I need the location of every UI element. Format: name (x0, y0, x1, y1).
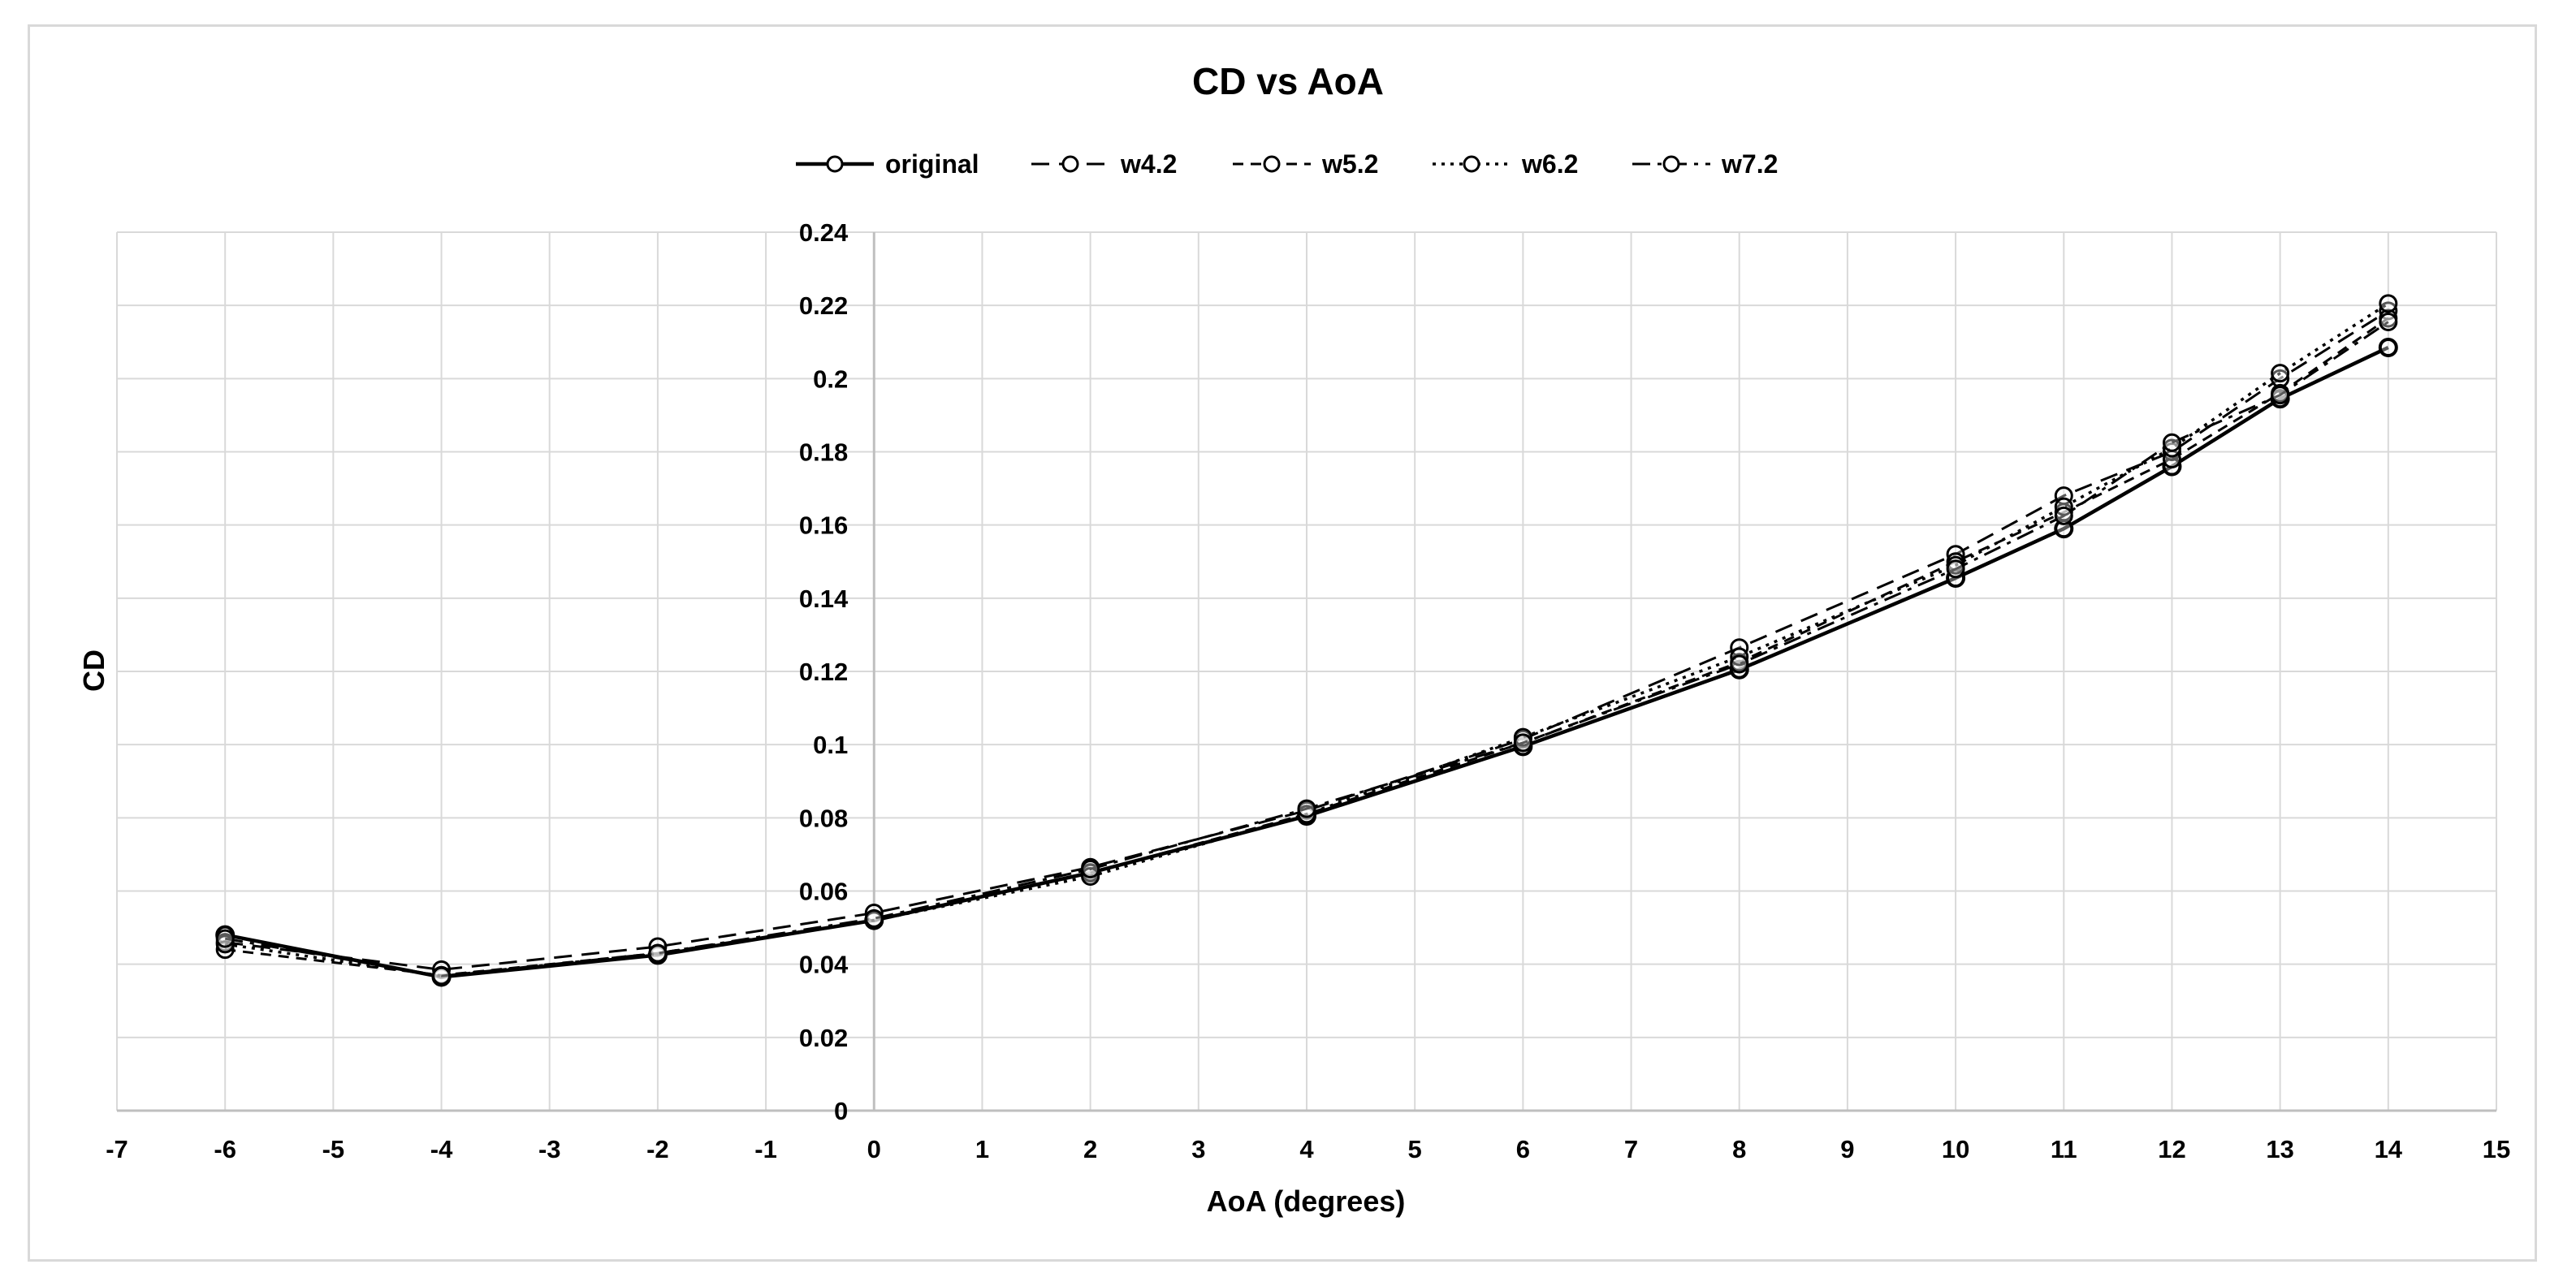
y-tick-label: 0 (834, 1097, 848, 1125)
x-tick-label: -5 (322, 1135, 345, 1163)
y-tick-label: 0.16 (799, 511, 848, 540)
gridlines (116, 231, 2497, 1111)
legend-marker (1061, 155, 1079, 173)
x-tick-label: 3 (1191, 1135, 1205, 1163)
axes (117, 232, 2496, 1112)
legend-marker (1263, 155, 1281, 173)
x-tick-label: -1 (754, 1135, 777, 1163)
series-w7.2 (215, 312, 2398, 986)
data-point (2379, 294, 2398, 313)
data-point (864, 908, 884, 928)
y-tick-label: 0.04 (799, 951, 849, 979)
x-tick-label: 11 (2051, 1135, 2077, 1163)
legend-label: w6.2 (1521, 149, 1578, 179)
series-line (224, 321, 2389, 977)
x-tick-label: 15 (2483, 1135, 2510, 1163)
data-point (1513, 733, 1532, 753)
x-tick-label: 2 (1083, 1135, 1097, 1163)
y-tick-label: 0.22 (799, 291, 848, 320)
legend-item: w7.2 (1632, 149, 1778, 179)
data-point (1946, 559, 1965, 579)
data-point (215, 929, 235, 948)
x-tick-label: -4 (430, 1135, 453, 1163)
data-point (2162, 433, 2181, 452)
legend-label: original (885, 149, 979, 179)
legend-label: w5.2 (1321, 149, 1378, 179)
y-tick-labels: 0 0.02 0.04 0.06 0.08 0.1 0.12 0.14 0.16 0.18 0.2 0… (799, 218, 849, 1125)
y-axis-title: CD (77, 649, 110, 692)
x-tick-label: 4 (1299, 1135, 1314, 1163)
data-point (2271, 364, 2290, 383)
legend-label: w4.2 (1120, 149, 1177, 179)
series-group (215, 294, 2398, 987)
x-tick-label: 14 (2375, 1135, 2403, 1163)
y-tick-label: 0.08 (799, 804, 848, 832)
data-point (1730, 654, 1749, 674)
data-point (2379, 312, 2398, 331)
data-point (1081, 859, 1100, 878)
y-tick-label: 0.18 (799, 438, 848, 467)
x-tick-label: 13 (2266, 1135, 2293, 1163)
legend-item: w4.2 (1031, 149, 1177, 179)
y-tick-label: 0.14 (799, 585, 849, 613)
legend-marker (826, 155, 844, 173)
data-point (2271, 386, 2290, 405)
data-point (2054, 506, 2073, 525)
x-tick-label: 8 (1732, 1135, 1746, 1163)
data-point (1297, 799, 1316, 818)
data-point (648, 943, 668, 963)
x-tick-label: -2 (646, 1135, 669, 1163)
data-point (2378, 338, 2398, 358)
chart-area (28, 24, 2537, 1262)
x-tick-label: 1 (975, 1135, 989, 1163)
y-tick-label: 0.02 (799, 1024, 848, 1052)
legend-item: original (796, 149, 979, 179)
x-tick-labels: -7 -6 -5 -4 -3 -2 -1 0 1 2 3 4 5 6 7 8 9 10 11 12 13 14 15 (106, 1135, 2510, 1163)
x-tick-label: -6 (214, 1135, 236, 1163)
x-axis-title: AoA (degrees) (1207, 1185, 1406, 1218)
x-tick-label: 6 (1516, 1135, 1530, 1163)
legend-marker (1662, 155, 1680, 173)
x-tick-label: 12 (2158, 1135, 2185, 1163)
legend: original w4.2 w5.2 w6.2 w7.2 (796, 149, 1778, 179)
x-tick-label: 9 (1840, 1135, 1854, 1163)
y-tick-label: 0.1 (813, 731, 848, 759)
x-tick-label: 5 (1408, 1135, 1422, 1163)
x-tick-label: 0 (867, 1135, 881, 1163)
chart-title: CD vs AoA (1192, 60, 1384, 102)
y-tick-label: 0.24 (799, 218, 849, 247)
legend-label: w7.2 (1721, 149, 1778, 179)
legend-item: w6.2 (1433, 149, 1578, 179)
x-tick-label: 7 (1624, 1135, 1638, 1163)
legend-item: w5.2 (1233, 149, 1378, 179)
x-tick-label: -7 (106, 1135, 128, 1163)
series-line (225, 309, 2389, 971)
x-tick-label: 10 (1942, 1135, 1969, 1163)
legend-marker (1463, 155, 1480, 173)
x-tick-label: -3 (538, 1135, 561, 1163)
data-point (432, 966, 452, 986)
y-tick-label: 0.2 (813, 365, 848, 393)
y-tick-label: 0.06 (799, 878, 848, 906)
y-tick-label: 0.12 (799, 658, 848, 686)
